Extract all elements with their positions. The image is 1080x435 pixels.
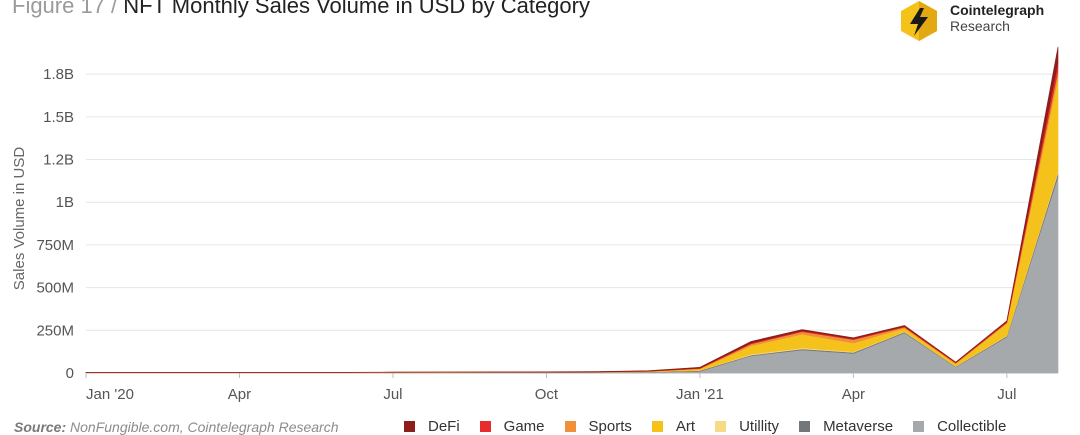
y-tick-label: 1.8B bbox=[43, 66, 74, 83]
x-tick-label: Apr bbox=[842, 386, 865, 403]
area-series-defi bbox=[85, 46, 1059, 373]
legend-item-defi: DeFi bbox=[404, 418, 460, 435]
x-tick-label: Apr bbox=[228, 386, 251, 403]
legend-label: DeFi bbox=[428, 418, 460, 435]
chart-title-block: Figure 17 / NFT Monthly Sales Volume in … bbox=[12, 0, 590, 20]
brand-subname: Research bbox=[950, 18, 1010, 34]
legend-label: Metaverse bbox=[823, 418, 894, 435]
legend-swatch bbox=[715, 421, 727, 432]
legend-item-metaverse: Metaverse bbox=[799, 418, 893, 435]
chart-grid bbox=[86, 73, 1058, 374]
legend-label: Sports bbox=[588, 418, 632, 435]
area-series-sports bbox=[86, 70, 1059, 373]
legend-swatch bbox=[564, 421, 576, 432]
source-note: Source: NonFungible.com, Cointelegraph R… bbox=[14, 419, 339, 435]
legend-swatch bbox=[651, 421, 663, 432]
figure-label: Figure 17 / bbox=[12, 0, 118, 18]
source-text: NonFungible.com, Cointelegraph Research bbox=[70, 419, 339, 435]
lightning-bolt-hexagon-icon bbox=[901, 1, 937, 41]
brand-logo: Cointelegraph Research bbox=[898, 0, 1058, 42]
legend-item-collectible: Collectible bbox=[913, 418, 1006, 435]
legend-item-art: Art bbox=[651, 418, 696, 435]
legend-swatch bbox=[799, 421, 811, 432]
y-tick-label: 250M bbox=[36, 322, 74, 339]
area-series-art bbox=[85, 77, 1059, 373]
legend-item-utillity: Utillity bbox=[715, 418, 779, 435]
source-label: Source: bbox=[14, 419, 67, 435]
x-tick-label: Oct bbox=[535, 386, 559, 403]
chart-legend: DeFi Game Sports Art Utillity Metaverse Collec… bbox=[404, 418, 1006, 435]
y-tick-label: 1.2B bbox=[43, 152, 74, 169]
legend-label: Art bbox=[675, 418, 696, 435]
area-series-game bbox=[85, 62, 1059, 373]
y-axis-ticks: 0 250M 500M 750M 1B 1.2B 1.5B 1.8B bbox=[36, 66, 74, 382]
legend-swatch bbox=[913, 421, 925, 432]
y-tick-label: 500M bbox=[36, 280, 74, 297]
x-tick-label: Jan '20 bbox=[86, 386, 134, 403]
x-tick-label: Jul bbox=[383, 386, 402, 403]
y-tick-label: 1.5B bbox=[43, 109, 74, 126]
brand-name: Cointelegraph bbox=[950, 2, 1045, 18]
x-tick-label: Jan '21 bbox=[676, 386, 724, 403]
chart-title: NFT Monthly Sales Volume in USD by Categ… bbox=[123, 0, 590, 18]
x-axis-ticks: Jan '20 Apr Jul Oct Jan '21 Apr Jul bbox=[85, 373, 1016, 403]
y-tick-label: 1B bbox=[56, 194, 74, 211]
y-axis-label: Sales Volume in USD bbox=[11, 147, 28, 291]
legend-label: Game bbox=[503, 418, 545, 435]
legend-swatch bbox=[404, 421, 415, 432]
legend-swatch bbox=[479, 421, 491, 432]
legend-label: Utillity bbox=[739, 418, 780, 435]
chart-areas bbox=[85, 46, 1059, 374]
area-series-collectible bbox=[85, 176, 1059, 374]
legend-item-sports: Sports bbox=[564, 418, 632, 435]
x-tick-label: Jul bbox=[997, 386, 1016, 403]
y-tick-label: 750M bbox=[36, 237, 74, 254]
legend-label: Collectible bbox=[937, 418, 1007, 435]
y-tick-label: 0 bbox=[66, 365, 74, 382]
legend-item-game: Game bbox=[479, 418, 545, 435]
